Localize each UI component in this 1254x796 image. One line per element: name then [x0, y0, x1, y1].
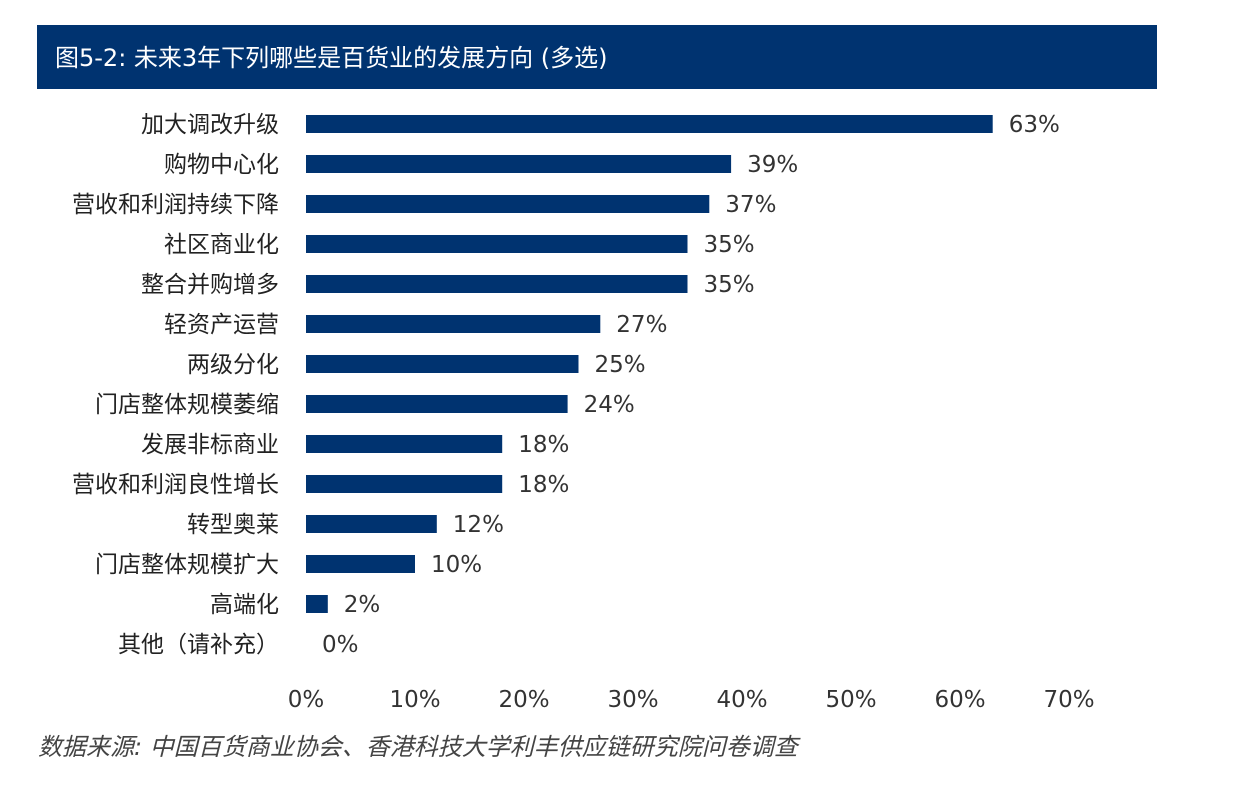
category-label: 门店整体规模扩大 — [95, 552, 279, 578]
x-tick-label: 70% — [1043, 687, 1094, 713]
chart-title-bar: 图5-2: 未来3年下列哪些是百货业的发展方向 (多选) — [37, 25, 1157, 89]
bar — [306, 475, 503, 493]
x-tick-label: 0% — [288, 687, 325, 713]
bar-chart: 加大调改升级 63% 购物中心化 39% 营收和利润持续下降 37% 社区商业化 35% 整合并… — [72, 112, 1095, 713]
bar — [306, 435, 503, 453]
x-tick-label: 60% — [934, 687, 985, 713]
bar — [306, 275, 688, 293]
value-label: 10% — [431, 552, 482, 578]
category-label: 轻资产运营 — [164, 312, 279, 338]
value-label: 18% — [518, 432, 569, 458]
source-note: 数据来源: 中国百货商业协会、香港科技大学利丰供应链研究院问卷调查 — [38, 733, 798, 761]
value-label: 39% — [747, 152, 798, 178]
x-tick-label: 40% — [716, 687, 767, 713]
x-tick-label: 20% — [498, 687, 549, 713]
category-label: 高端化 — [210, 592, 279, 618]
x-tick-label: 10% — [389, 687, 440, 713]
value-label: 35% — [704, 272, 755, 298]
category-label: 社区商业化 — [164, 232, 279, 258]
value-label: 63% — [1009, 112, 1060, 138]
value-label: 12% — [453, 512, 504, 538]
category-label: 加大调改升级 — [141, 112, 279, 138]
bar — [306, 155, 732, 173]
value-label: 27% — [616, 312, 667, 338]
value-label: 37% — [725, 192, 776, 218]
bar — [306, 595, 328, 613]
bar — [306, 315, 601, 333]
value-label: 0% — [322, 632, 359, 658]
bar — [306, 555, 415, 573]
category-label: 发展非标商业 — [141, 432, 279, 458]
category-label: 整合并购增多 — [141, 272, 279, 298]
category-label: 购物中心化 — [164, 152, 279, 178]
bar — [306, 515, 437, 533]
value-label: 18% — [518, 472, 569, 498]
value-label: 35% — [704, 232, 755, 258]
category-label: 两级分化 — [187, 352, 279, 378]
category-label: 门店整体规模萎缩 — [95, 392, 279, 418]
bar — [306, 355, 579, 373]
category-label: 营收和利润良性增长 — [72, 472, 279, 498]
bar — [306, 195, 710, 213]
value-label: 24% — [584, 392, 635, 418]
bar — [306, 235, 688, 253]
x-tick-label: 30% — [607, 687, 658, 713]
bar — [306, 115, 993, 133]
x-tick-label: 50% — [825, 687, 876, 713]
value-label: 2% — [344, 592, 381, 618]
category-label: 营收和利润持续下降 — [72, 192, 279, 218]
chart-title: 图5-2: 未来3年下列哪些是百货业的发展方向 (多选) — [55, 44, 608, 72]
value-label: 25% — [595, 352, 646, 378]
category-label: 其他（请补充） — [118, 632, 279, 658]
bar — [306, 395, 568, 413]
category-label: 转型奥莱 — [187, 512, 279, 538]
